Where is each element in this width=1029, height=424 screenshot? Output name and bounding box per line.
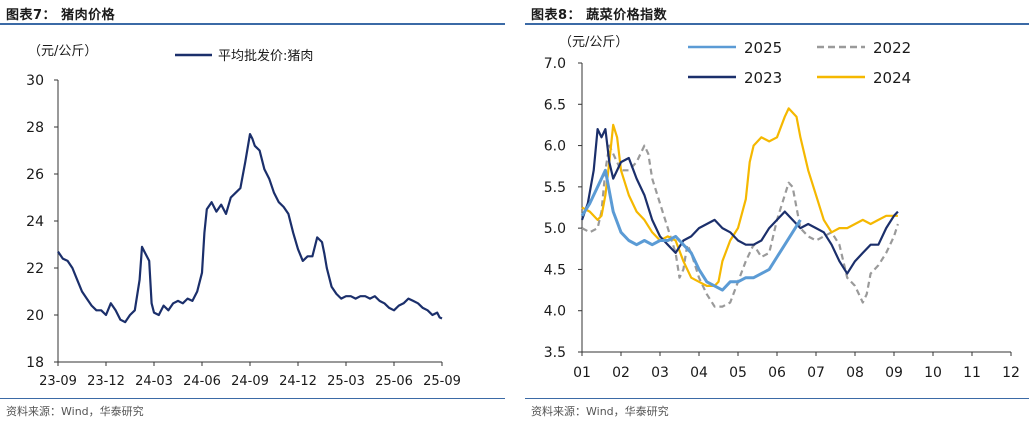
series-line-pork [57, 133, 443, 324]
y-tick-label: 3.5 [544, 345, 566, 361]
x-tick-label: 24-09 [231, 374, 269, 389]
pork-price-chart: 18 20 22 24 26 28 30 23-09 23-12 24-03 24-06 24-09 2… [26, 44, 461, 389]
x-tick-label: 04 [690, 365, 708, 381]
y-tick-label: 18 [26, 355, 44, 371]
y-tick-label: 5.0 [544, 221, 566, 237]
source-note: 资料来源：Wind，华泰研究 [531, 405, 669, 418]
legend-label-2022: 2022 [873, 39, 911, 57]
y-tick-label: 4.0 [544, 304, 566, 320]
x-tick-label: 02 [612, 365, 630, 381]
series-line-2023 [580, 128, 899, 275]
y-tick-label: 22 [26, 261, 44, 277]
x-tick-label: 24-06 [183, 374, 221, 389]
x-tick-label: 25-06 [375, 374, 413, 389]
top-rule [525, 23, 1029, 25]
series-line-2022 [581, 144, 899, 308]
x-tick-label: 25-09 [423, 374, 461, 389]
y-tick-label: 24 [26, 214, 44, 230]
y-tick-label: 4.5 [544, 262, 566, 278]
y-tick-label: 30 [26, 73, 44, 89]
x-tick-label: 24-12 [279, 374, 317, 389]
chart-title: 图表8： 蔬菜价格指数 [531, 8, 668, 23]
x-tick-label: 23-12 [87, 374, 125, 389]
series-line-2025 [580, 168, 802, 292]
chart-title: 图表7： 猪肉价格 [6, 8, 116, 23]
x-tick-label: 05 [729, 365, 747, 381]
x-tick-label: 07 [807, 365, 825, 381]
x-tick-label: 12 [1002, 365, 1020, 381]
legend-label-2024: 2024 [873, 69, 911, 87]
y-tick-label: 6.0 [544, 139, 566, 155]
x-tick-label: 24-03 [135, 374, 173, 389]
y-tick-label: 6.5 [544, 97, 566, 113]
x-tick-label: 09 [885, 365, 903, 381]
y-axis-unit: （元/公斤） [28, 44, 97, 59]
x-tick-label: 25-03 [327, 374, 365, 389]
bottom-rule [0, 398, 505, 399]
chart-panel-pork: 图表7： 猪肉价格 18 20 22 24 26 28 30 23-09 23-12 24-03 2… [0, 0, 505, 424]
x-tick-label: 11 [963, 365, 981, 381]
y-tick-label: 20 [26, 308, 44, 324]
y-tick-label: 26 [26, 167, 44, 183]
top-rule [0, 23, 505, 25]
vegetable-index-chart: 3.5 4.0 4.5 5.0 5.5 6.0 6.5 7.0 01 02 03 04 05 06 07 08… [544, 35, 1020, 381]
x-tick-label: 03 [651, 365, 669, 381]
bottom-rule [525, 398, 1029, 399]
y-axis-unit: （元/公斤） [559, 35, 628, 50]
x-tick-label: 23-09 [39, 374, 77, 389]
y-tick-label: 5.5 [544, 180, 566, 196]
legend-label-2025: 2025 [744, 39, 782, 57]
x-tick-label: 06 [768, 365, 786, 381]
y-tick-label: 28 [26, 120, 44, 136]
x-tick-label: 10 [924, 365, 942, 381]
x-tick-label: 01 [573, 365, 591, 381]
legend-label-2023: 2023 [744, 69, 782, 87]
x-tick-label: 08 [846, 365, 864, 381]
source-note: 资料来源：Wind，华泰研究 [6, 405, 144, 418]
legend-label: 平均批发价:猪肉 [218, 48, 313, 64]
series-line-2024 [581, 107, 898, 287]
chart-panel-vegetable: 图表8： 蔬菜价格指数 3.5 4.0 4.5 5.0 5.5 6.0 6.5 7.0 01 02… [525, 0, 1029, 424]
y-tick-label: 7.0 [544, 56, 566, 72]
